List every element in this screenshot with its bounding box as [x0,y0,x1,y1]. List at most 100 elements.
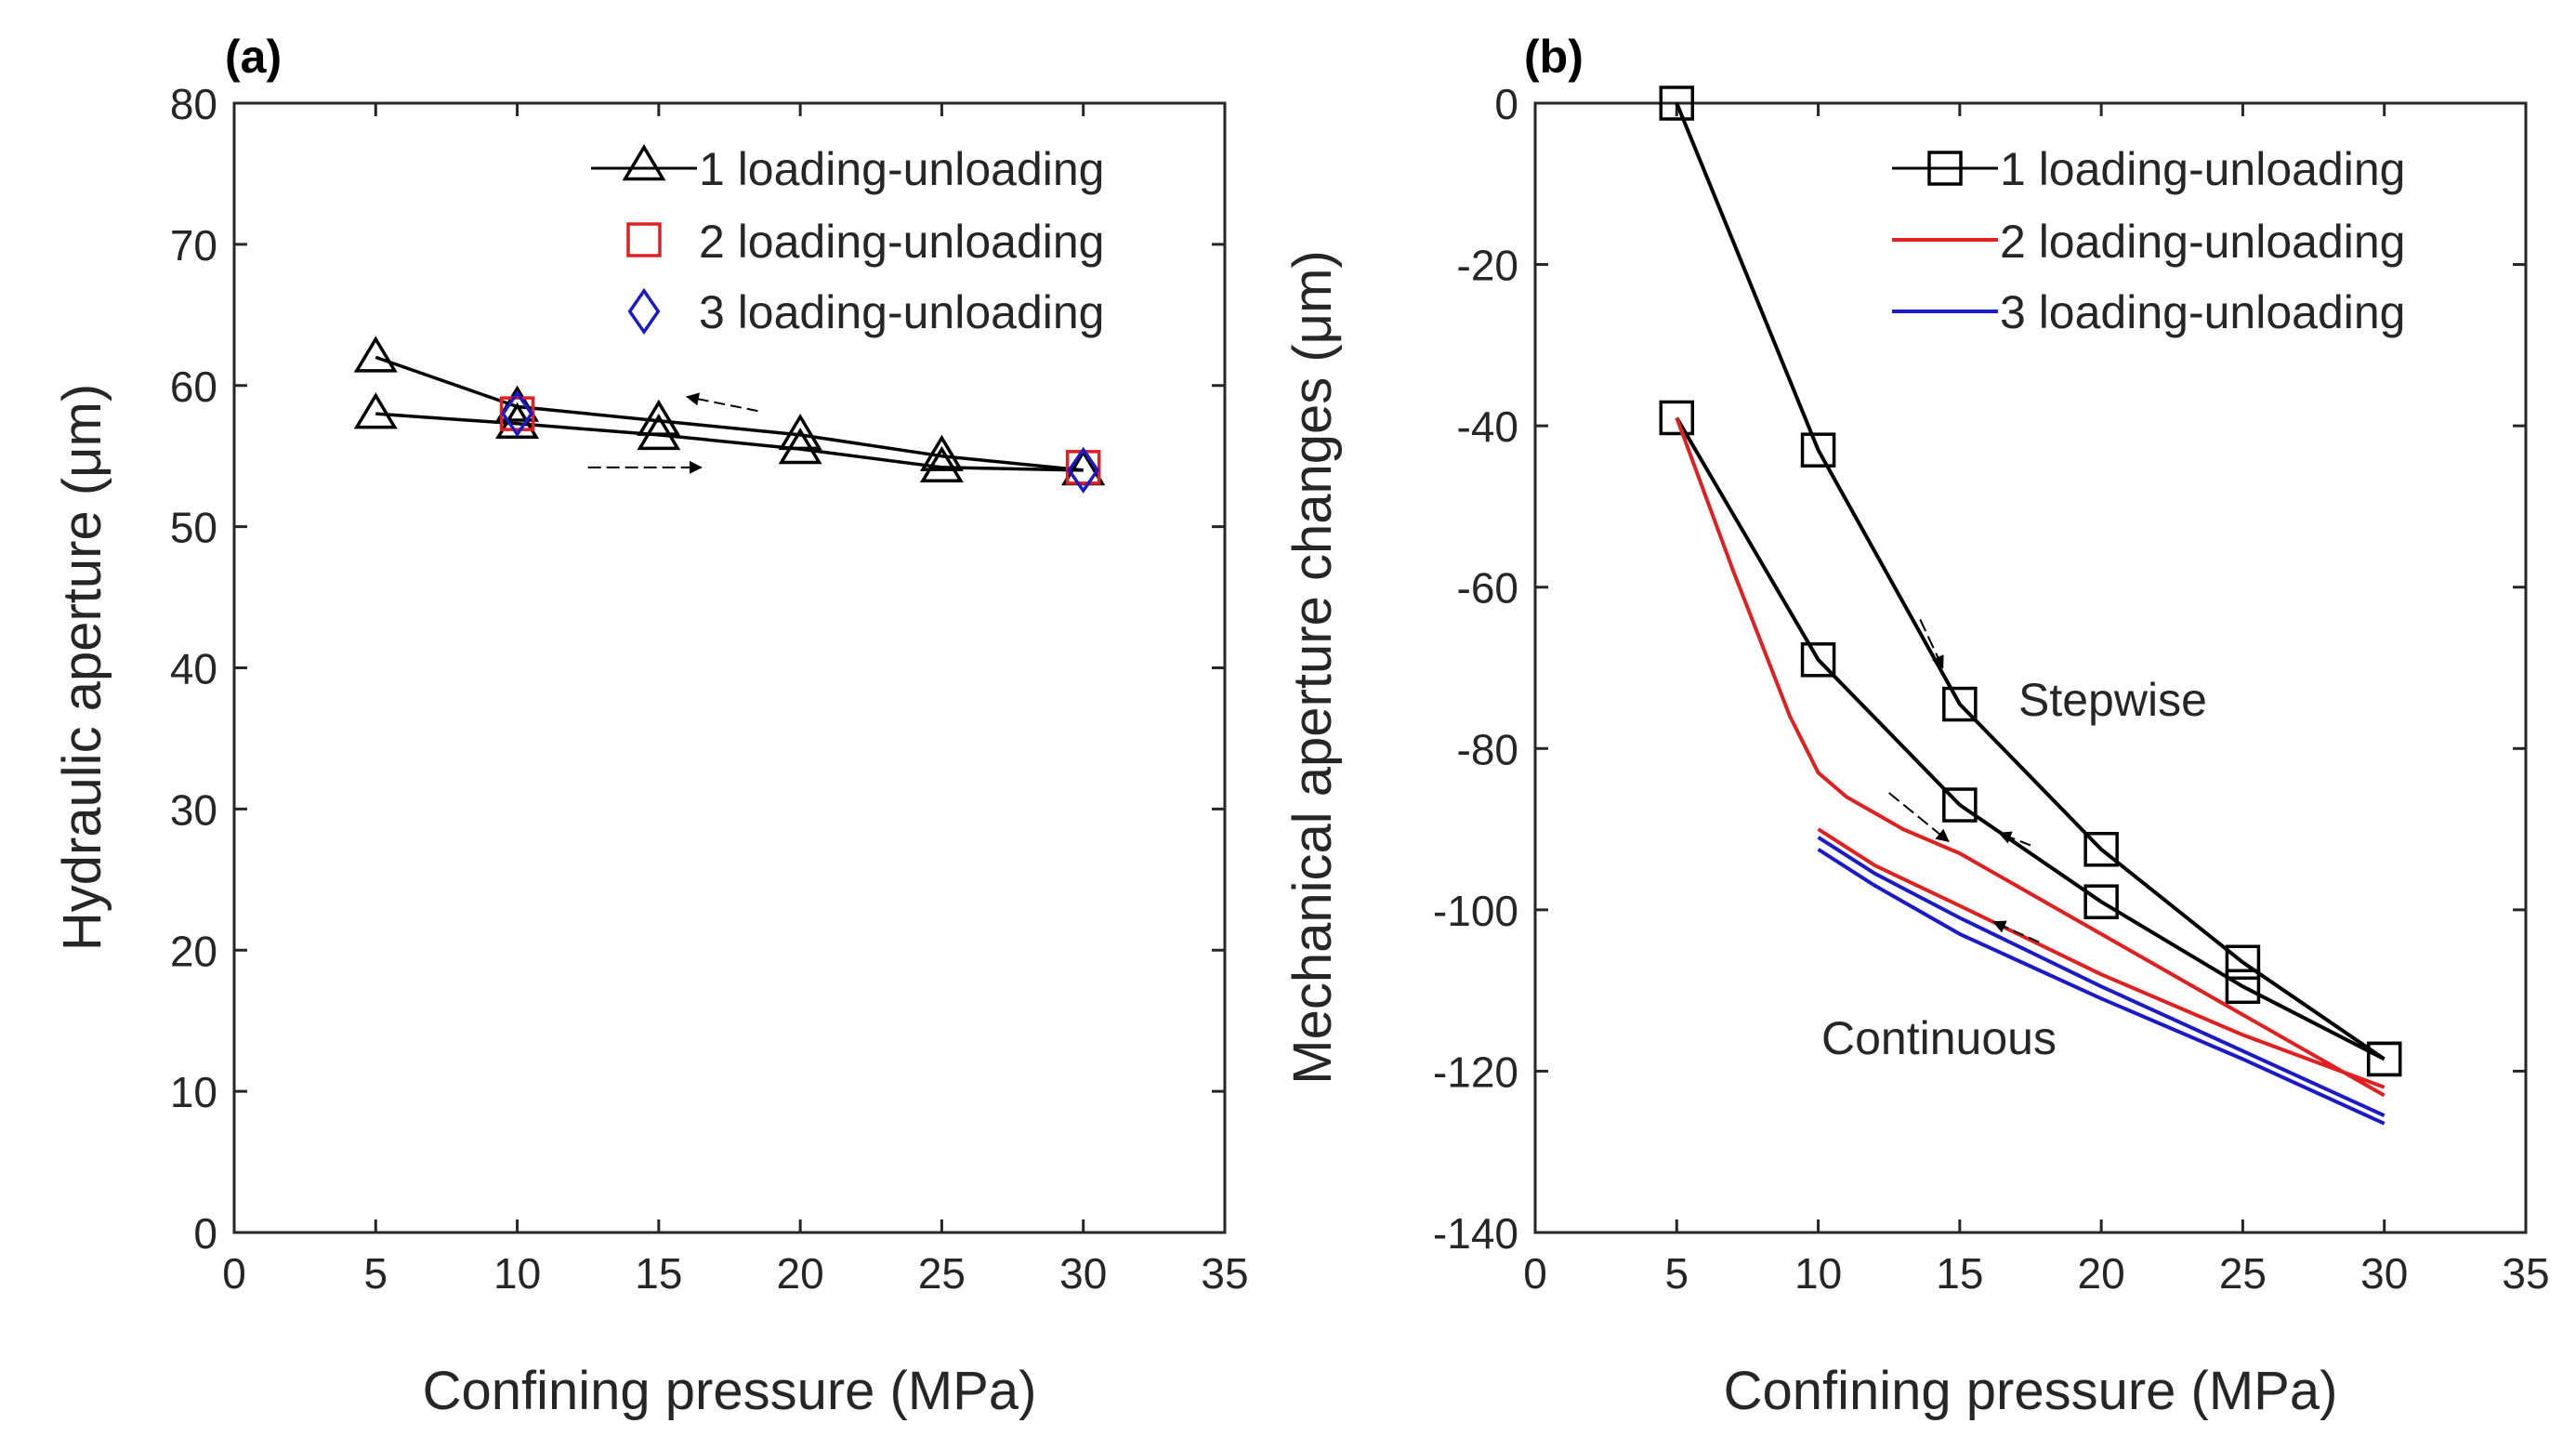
series-1-point [1659,86,1695,121]
unloading-arrow [685,392,758,413]
series-1-loading-line [375,355,1084,472]
y-tick-label: -40 [1457,402,1518,451]
legend-label-series-3: 3 loading-unloading [2000,286,2405,338]
panel-b-axes-frame [1533,101,2528,1234]
x-tick-label: 20 [2078,1249,2125,1298]
panel-a-ticks: 0 5 10 15 20 25 30 35 0 10 20 30 40 50 60 70 80 [170,80,1249,1298]
panel-b-arrows [1888,619,2040,943]
series-1-point [2366,1041,2402,1077]
series-2-unloading-line [1817,827,2385,1089]
series-1-point [637,413,681,451]
legend-label-series-2: 2 loading-unloading [2000,216,2405,268]
y-tick-label: -120 [1433,1048,1518,1096]
y-tick-label: 80 [170,80,217,128]
panel-b-x-axis-label: Confining pressure (MPa) [1724,1361,2338,1421]
series-1-point [1942,787,1978,823]
unloading-arrow [1992,920,2040,943]
x-tick-label: 35 [1201,1249,1248,1298]
x-tick-label: 0 [222,1249,246,1298]
series-3-unloading-line [1817,836,2385,1118]
y-tick-label: 0 [1494,80,1518,128]
series-1-loading-line [1675,102,2385,1061]
panel-b: (b) 0 5 10 15 20 25 30 35 0 -20 -40 -60 -80 -100 -120 -… [1282,31,2550,1421]
y-tick-label: 50 [170,504,217,552]
x-tick-label: 0 [1523,1249,1547,1298]
x-tick-label: 10 [493,1249,541,1298]
y-tick-label: -80 [1457,725,1518,773]
x-tick-label: 5 [1664,1249,1689,1298]
legend-label-series-2: 2 loading-unloading [699,216,1104,268]
legend-marker-series-2 [626,222,662,257]
x-tick-label: 30 [1059,1249,1107,1298]
panel-b-y-axis-label: Mechanical aperture changes (μm) [1282,250,1343,1084]
series-1 [353,336,1106,486]
panel-b-label: (b) [1524,31,1584,83]
series-1-point [1800,432,1836,468]
panel-a-legend: 1 loading-unloading 2 loading-unloading … [591,143,1104,338]
x-tick-label: 20 [777,1249,824,1298]
legend-marker-series-1 [1927,151,1963,186]
series-1-unloading-line [375,412,1084,472]
legend-marker-square [626,222,662,257]
y-tick-label: -140 [1433,1209,1518,1258]
series-1-point [2225,969,2261,1005]
x-tick-label: 15 [635,1249,682,1298]
series-3 [1817,836,2385,1126]
x-tick-label: 25 [918,1249,966,1298]
series-1-point [778,428,822,465]
series-1-point [353,392,398,429]
annotation-continuous: Continuous [1821,1012,2057,1064]
series-1-point [1942,686,1978,722]
series-3 [501,389,1100,494]
y-tick-label: -100 [1433,887,1518,935]
y-tick-label: 40 [170,645,217,693]
series-3-point [501,389,533,438]
series-1 [1659,86,2402,1077]
series-1-point [2083,832,2119,867]
legend-label-series-1: 1 loading-unloading [2000,143,2405,195]
x-tick-label: 10 [1794,1249,1842,1298]
panel-a-label: (a) [225,31,282,83]
panel-a-axes-frame [232,101,1227,1234]
series-2-loading-line [1675,416,2385,1098]
y-tick-label: 0 [193,1209,217,1258]
series-1-point [1800,642,1836,678]
y-tick-label: -60 [1457,564,1518,613]
panel-b-data [1659,86,2402,1126]
series-1-point [919,434,964,471]
panel-a-y-axis-label: Hydraulic aperture (μm) [52,384,112,951]
legend-label-series-3: 3 loading-unloading [699,286,1104,338]
series-1-point [2083,884,2119,919]
y-tick-label: 10 [170,1068,217,1116]
series-1-point [353,336,398,373]
x-tick-label: 5 [363,1249,388,1298]
x-tick-label: 35 [2502,1249,2549,1298]
y-tick-label: 60 [170,362,217,411]
unloading-arrow [1998,831,2031,847]
y-tick-label: 30 [170,785,217,834]
panel-b-ticks: 0 5 10 15 20 25 30 35 0 -20 -40 -60 -80 -100 -120 -140 [1433,80,2550,1298]
y-tick-label: -20 [1457,242,1518,290]
series-2 [1675,416,2385,1098]
x-tick-label: 15 [1936,1249,1983,1298]
series-3-loading-line [1817,848,2385,1126]
legend-marker-series-1 [622,144,666,181]
series-1-point [919,445,964,483]
panel-a-data [353,336,1106,494]
legend-marker-triangle [622,144,666,181]
loading-arrow [1919,619,1944,669]
legend-label-series-1: 1 loading-unloading [699,143,1104,195]
loading-arrow [1888,792,1950,842]
panel-a-arrows [587,392,758,474]
panel-b-legend: 1 loading-unloading 2 loading-unloading … [1892,143,2405,338]
legend-marker-series-3 [627,287,661,336]
series-1-unloading-line [1675,416,2385,1061]
panel-a: (a) 0 5 10 15 20 25 30 35 0 10 20 30 40 50 60 70 80 Conf… [52,31,1249,1421]
series-1-point [2225,944,2261,981]
panel-a-x-axis-label: Confining pressure (MPa) [423,1361,1037,1421]
series-1-point [2366,1041,2402,1077]
series-1-point [1659,400,1695,436]
legend-marker-diamond [627,287,661,336]
y-tick-label: 70 [170,221,217,270]
